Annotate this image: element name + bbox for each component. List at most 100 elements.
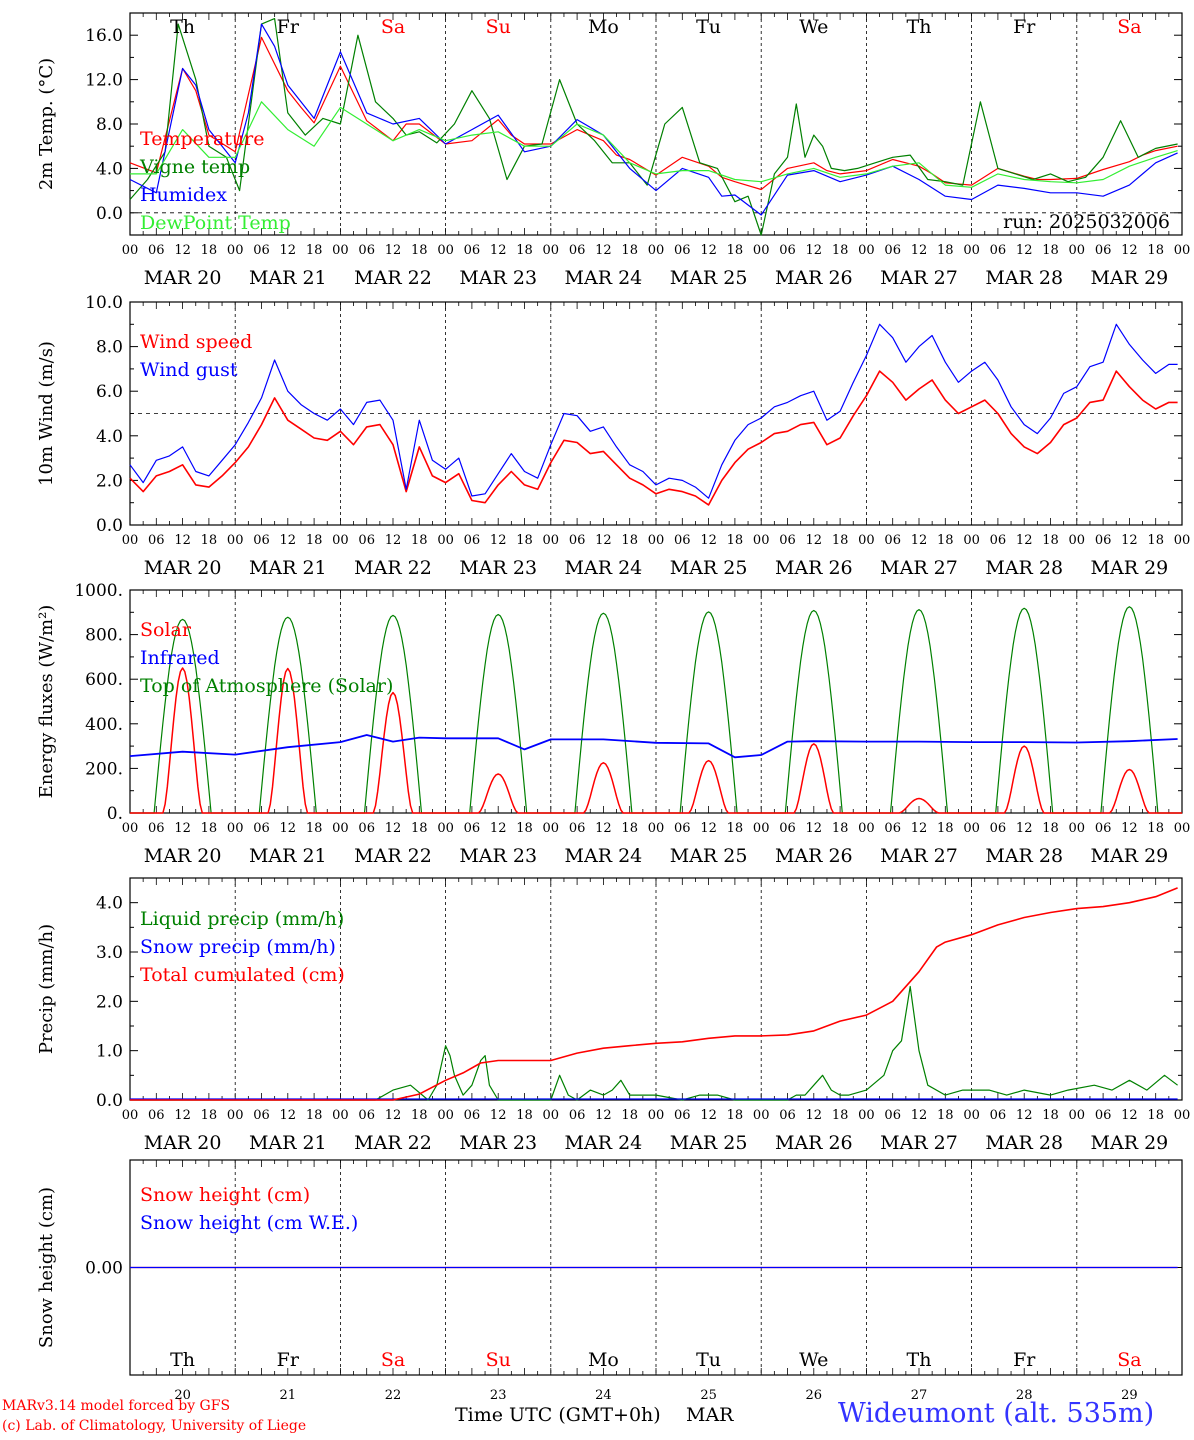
wind-y-tick-label: 0.0 (96, 516, 123, 536)
temperature-hour-label: 06 (884, 243, 901, 258)
energy-hour-label: 12 (1016, 821, 1033, 836)
temperature-hour-label: 12 (911, 243, 928, 258)
energy-y-tick-label: 1000. (74, 581, 123, 601)
temperature-hour-label: 18 (306, 243, 323, 258)
weekday-label-bottom: Fr (1013, 1349, 1036, 1371)
energy-hour-label: 00 (648, 821, 665, 836)
wind-y-tick-label: 2.0 (96, 471, 123, 491)
precip-y-axis-label: Precip (mm/h) (36, 924, 57, 1054)
energy-hour-label: 06 (569, 821, 586, 836)
temperature-hour-label: 06 (779, 243, 796, 258)
wind-hour-label: 18 (201, 533, 218, 548)
energy-y-axis-label: Energy fluxes (W/m²) (36, 605, 57, 799)
temperature-y-tick-label: 16.0 (85, 26, 123, 46)
energy-hour-label: 06 (464, 821, 481, 836)
temperature-hour-label: 12 (1121, 243, 1138, 258)
temperature-hour-label: 18 (1147, 243, 1164, 258)
temperature-hour-label: 18 (832, 243, 849, 258)
series-wind-0-line (129, 370, 1178, 506)
energy-hour-label: 00 (227, 821, 244, 836)
precip-hour-label: 18 (201, 1108, 218, 1123)
wind-y-tick-label: 4.0 (96, 427, 123, 447)
day-number-label: 21 (280, 1388, 297, 1403)
energy-y-tick-label: 800. (85, 626, 123, 646)
temperature-hour-label: 06 (990, 243, 1007, 258)
series-temperature-2-line (129, 23, 1178, 216)
series-wind-1-line (129, 323, 1178, 499)
weekday-label-top: Su (486, 16, 511, 38)
temperature-hour-label: 18 (937, 243, 954, 258)
precip-hour-label: 00 (332, 1108, 349, 1123)
series-precip-0-line (130, 985, 1178, 1101)
precip-date-label: MAR 24 (565, 1132, 643, 1154)
wind-date-label: MAR 27 (880, 557, 958, 579)
series-temperature-0-line (129, 36, 1178, 191)
wind-hour-label: 00 (543, 533, 560, 548)
temperature-hour-label: 00 (543, 243, 560, 258)
temperature-date-label: MAR 29 (1091, 267, 1169, 289)
time-axis-label: Time UTC (GMT+0h) (455, 1404, 661, 1426)
wind-hour-label: 12 (1121, 533, 1138, 548)
weekday-label-bottom: Mo (588, 1349, 619, 1371)
day-number-label: 26 (806, 1388, 823, 1403)
wind-date-label: MAR 28 (985, 557, 1063, 579)
wind-hour-label: 06 (148, 533, 165, 548)
precip-legend-entry-1: Snow precip (mm/h) (140, 936, 336, 958)
energy-hour-label: 12 (385, 821, 402, 836)
temperature-hour-label: 18 (727, 243, 744, 258)
precip-date-label: MAR 29 (1091, 1132, 1169, 1154)
weekday-label-top: Fr (277, 16, 300, 38)
wind-hour-label: 06 (464, 533, 481, 548)
wind-hour-label: 06 (884, 533, 901, 548)
temperature-hour-label: 18 (201, 243, 218, 258)
precip-hour-label: 00 (1174, 1108, 1191, 1123)
energy-legend-entry-1: Infrared (140, 647, 220, 669)
energy-date-label: MAR 20 (144, 845, 222, 867)
wind-plot-frame (129, 301, 1183, 526)
energy-hour-label: 12 (806, 821, 823, 836)
day-number-label: 25 (700, 1388, 717, 1403)
wind-hour-label: 18 (1042, 533, 1059, 548)
precip-y-tick-label: 3.0 (96, 943, 123, 963)
day-number-label: 29 (1121, 1388, 1138, 1403)
wind-hour-label: 12 (174, 533, 191, 548)
snow-y-tick-label: 0.00 (85, 1259, 123, 1279)
precip-hour-label: 18 (411, 1108, 428, 1123)
wind-date-label: MAR 26 (775, 557, 853, 579)
wind-hour-label: 18 (621, 533, 638, 548)
energy-y-tick-label: 200. (85, 759, 123, 779)
precip-legend-entry-2: Total cumulated (cm) (140, 964, 345, 986)
wind-y-tick-label: 6.0 (96, 382, 123, 402)
energy-hour-label: 00 (753, 821, 770, 836)
weekday-label-bottom: Th (170, 1349, 195, 1371)
wind-y-tick-label: 8.0 (96, 338, 123, 358)
precip-hour-label: 18 (727, 1108, 744, 1123)
energy-hour-label: 00 (122, 821, 139, 836)
energy-hour-label: 18 (1042, 821, 1059, 836)
energy-date-label: MAR 21 (249, 845, 327, 867)
wind-hour-label: 12 (806, 533, 823, 548)
weekday-label-top: Mo (588, 16, 619, 38)
temperature-date-label: MAR 22 (354, 267, 432, 289)
precip-hour-label: 06 (674, 1108, 691, 1123)
temperature-hour-label: 18 (411, 243, 428, 258)
wind-hour-label: 06 (990, 533, 1007, 548)
precip-hour-label: 12 (911, 1108, 928, 1123)
energy-hour-label: 00 (963, 821, 980, 836)
day-number-label: 24 (595, 1388, 612, 1403)
energy-plot-frame (129, 589, 1183, 814)
precip-hour-label: 12 (174, 1108, 191, 1123)
precip-hour-label: 12 (490, 1108, 507, 1123)
precip-hour-label: 06 (569, 1108, 586, 1123)
weekday-label-top: We (799, 16, 828, 38)
temperature-date-label: MAR 21 (249, 267, 327, 289)
energy-date-label: MAR 27 (880, 845, 958, 867)
precip-date-label: MAR 25 (670, 1132, 748, 1154)
energy-hour-label: 12 (700, 821, 717, 836)
precip-hour-label: 18 (1042, 1108, 1059, 1123)
wind-hour-label: 00 (227, 533, 244, 548)
energy-hour-label: 18 (1147, 821, 1164, 836)
weekday-label-bottom: Th (907, 1349, 932, 1371)
wind-date-label: MAR 25 (670, 557, 748, 579)
temperature-y-tick-label: 12.0 (85, 71, 123, 91)
